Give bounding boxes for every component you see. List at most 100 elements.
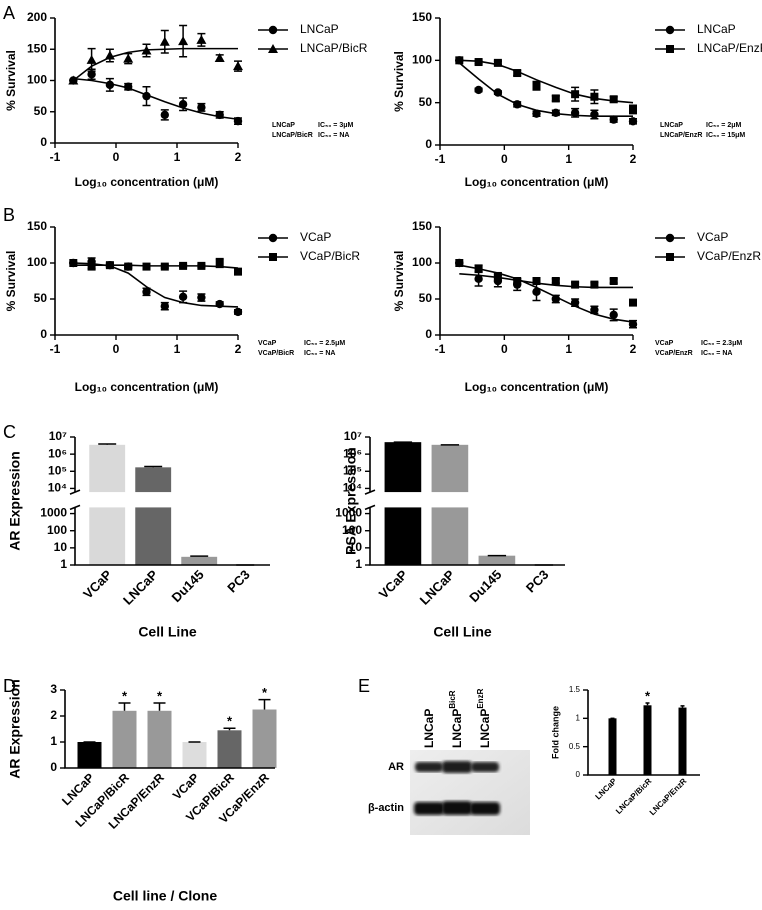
marker: [215, 110, 224, 120]
x-tick-label: 2: [630, 342, 637, 356]
legend-label: VCaP/EnzR: [697, 249, 761, 263]
y-tick-label: 0: [576, 770, 581, 779]
marker: [233, 61, 243, 71]
fit-line: [73, 262, 239, 308]
axis: [54, 227, 238, 336]
error-bar: [258, 698, 271, 710]
marker: [197, 293, 206, 302]
annotation-name: LNCaP: [660, 122, 683, 129]
y-tick-label: 3: [50, 682, 57, 696]
marker: [124, 262, 133, 271]
y-tick-label: 1000: [335, 506, 362, 520]
y-tick-label: 10⁷: [344, 429, 362, 443]
western-blot: LNCaP LNCaPBicR LNCaPEnzR AR β-actin: [368, 688, 530, 835]
x-tick-label: 0: [113, 150, 120, 164]
annotation-text: IC₅₀ = NA: [318, 132, 349, 139]
significance: *: [122, 688, 128, 703]
y-tick-label: 100: [412, 53, 432, 67]
blot-band: [442, 761, 472, 773]
legend-label: VCaP: [697, 230, 728, 244]
x-axis-label: Cell Line: [433, 624, 492, 640]
marker: [493, 88, 503, 97]
row-label: β-actin: [368, 802, 404, 814]
marker: [179, 261, 188, 270]
axis-break: [362, 492, 565, 508]
error-bar: [153, 702, 166, 711]
marker: [87, 70, 96, 79]
x-tick-label: 0: [501, 342, 508, 356]
marker: [628, 117, 638, 126]
marker: [234, 267, 242, 276]
lane-label: LNCaPBicR: [448, 690, 464, 748]
lane-name: LNCaP: [450, 709, 464, 748]
y-tick-label: 50: [34, 291, 48, 305]
panel-label: E: [358, 676, 370, 696]
error-bar: [144, 465, 163, 468]
fit-line: [459, 273, 633, 289]
y-tick-label: 50: [419, 291, 433, 305]
y-tick-label: 100: [27, 255, 47, 269]
legend-marker: [268, 25, 278, 35]
marker: [551, 108, 560, 118]
blot-band: [471, 762, 499, 772]
marker: [141, 45, 152, 55]
panel-label: A: [3, 3, 15, 23]
y-tick-label: 50: [34, 104, 48, 118]
annotation-name: LNCaP/BicR: [272, 132, 313, 139]
marker: [68, 75, 79, 85]
marker: [629, 105, 637, 114]
marker: [551, 277, 560, 285]
significance: *: [645, 688, 651, 703]
annotation-text: IC₅₀ = 2.3μM: [701, 340, 742, 347]
marker: [215, 299, 224, 309]
x-tick-label: LNCaP: [120, 567, 161, 608]
bar: [252, 709, 277, 768]
legend-marker: [665, 233, 675, 243]
legend-marker: [666, 253, 674, 261]
marker: [532, 287, 541, 296]
legend-marker: [665, 25, 675, 35]
error-bar: [680, 705, 685, 708]
x-tick-label: LNCaP: [417, 567, 458, 608]
y-tick-label: 1.5: [569, 685, 581, 694]
marker: [233, 116, 243, 126]
error-bar: [223, 727, 236, 731]
fit-line: [73, 264, 239, 269]
y-tick-label: 1: [355, 557, 362, 571]
annotation-text: IC₅₀ = 2.5μM: [304, 340, 345, 347]
axis: [54, 18, 238, 144]
axis-break: [67, 492, 270, 508]
marker: [455, 259, 464, 267]
marker: [160, 262, 169, 271]
marker: [590, 92, 599, 101]
lane-sup: EnzR: [476, 688, 485, 708]
x-tick-label: 2: [630, 152, 637, 166]
x-tick-label: 0: [501, 152, 508, 166]
marker: [160, 302, 169, 311]
marker: [609, 310, 618, 320]
marker: [628, 320, 638, 329]
legend-label: LNCaP: [300, 22, 339, 36]
error-bar: [118, 702, 131, 711]
y-tick-label: 10⁴: [48, 481, 67, 495]
bar: [77, 742, 102, 768]
bar: [135, 467, 172, 565]
marker: [197, 103, 206, 112]
y-tick-label: 1: [50, 734, 57, 748]
x-tick-label: LNCaP/EnzR: [648, 776, 689, 817]
legend-marker: [268, 44, 278, 53]
marker: [590, 110, 599, 119]
marker: [570, 298, 580, 307]
marker: [123, 53, 134, 63]
lane-name: LNCaP: [422, 709, 436, 748]
marker: [609, 115, 618, 124]
x-tick-label: PC3: [523, 567, 551, 595]
marker: [571, 90, 580, 99]
y-tick-label: 200: [27, 10, 47, 24]
y-tick-label: 0: [425, 327, 432, 341]
marker: [142, 91, 151, 101]
x-tick-label: VCaP: [80, 567, 115, 602]
annotation-name: LNCaP/EnzR: [660, 132, 702, 139]
bar: [182, 742, 207, 768]
